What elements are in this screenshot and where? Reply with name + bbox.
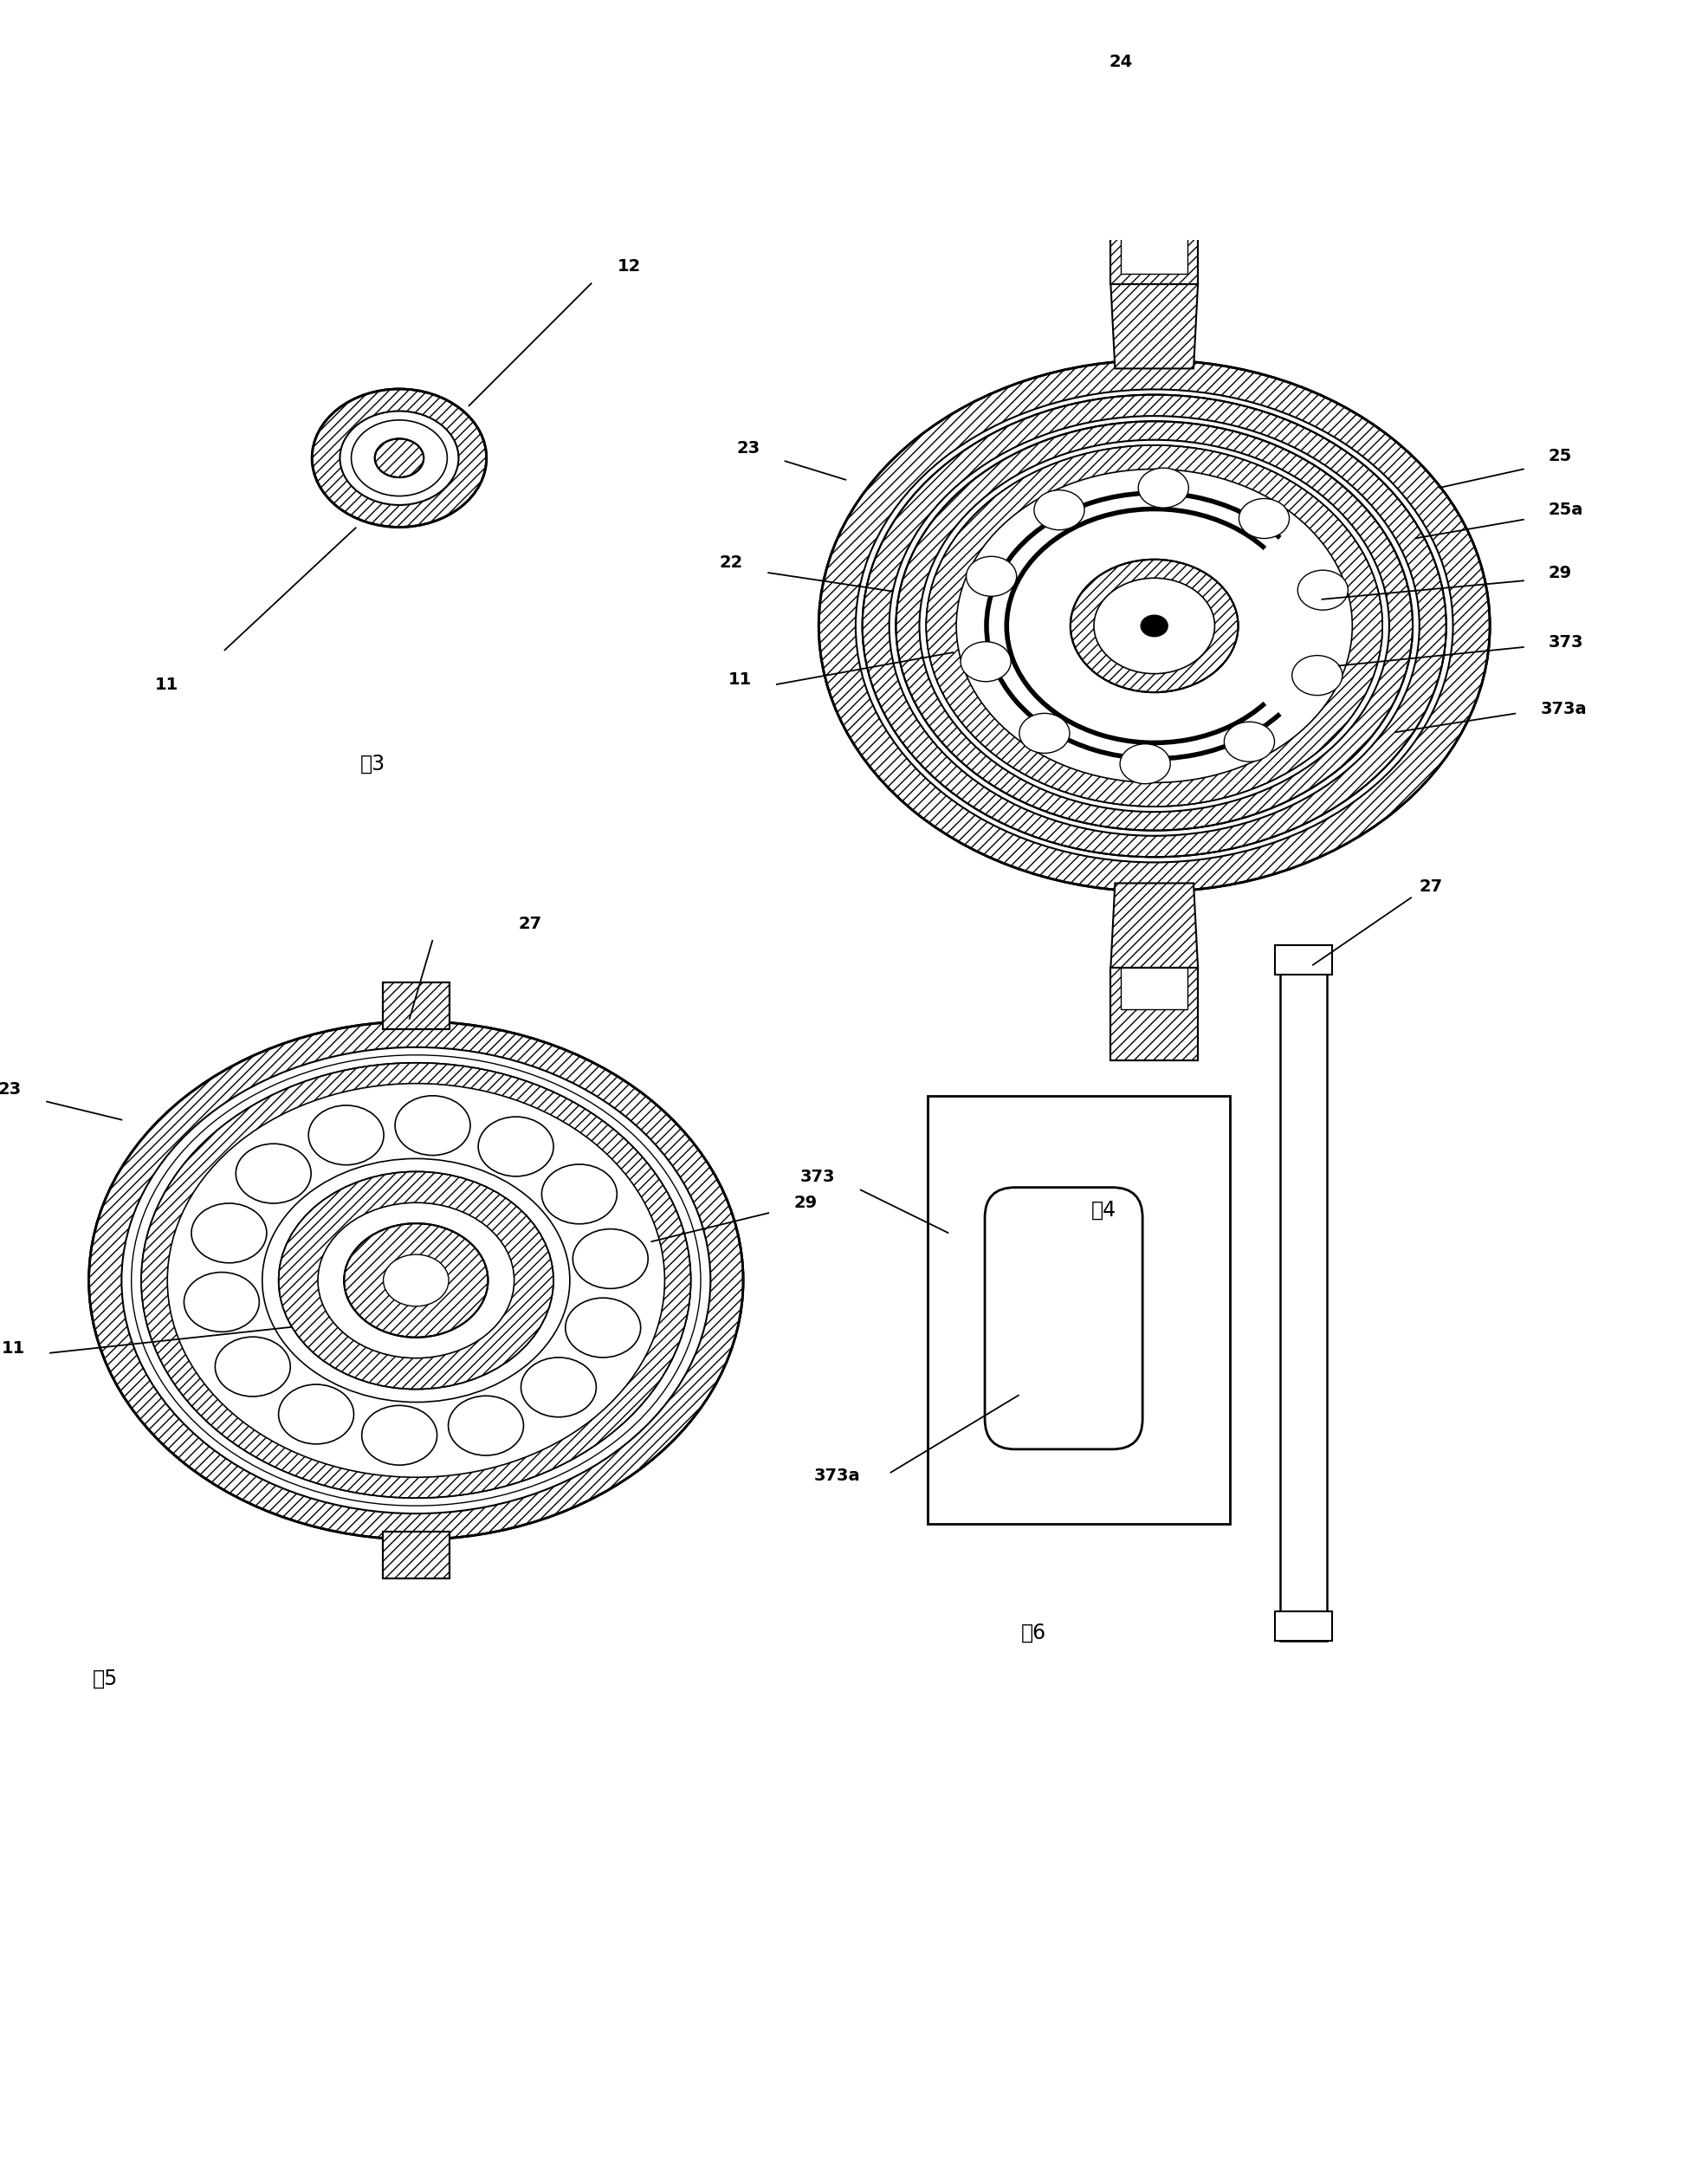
Ellipse shape: [362, 1405, 437, 1465]
Ellipse shape: [142, 1062, 690, 1498]
Text: 23: 23: [736, 440, 760, 457]
Ellipse shape: [1225, 721, 1274, 762]
Ellipse shape: [960, 641, 1011, 682]
Ellipse shape: [572, 1228, 647, 1288]
Ellipse shape: [956, 468, 1353, 783]
Bar: [383, 982, 449, 1029]
Text: 373a: 373a: [1541, 701, 1587, 716]
Ellipse shape: [1071, 559, 1238, 693]
Ellipse shape: [447, 1396, 524, 1454]
Ellipse shape: [313, 388, 487, 527]
Bar: [1110, 969, 1197, 1060]
Text: 11: 11: [728, 671, 752, 688]
Ellipse shape: [278, 1172, 553, 1390]
Bar: [927, 1096, 1230, 1524]
Polygon shape: [1110, 285, 1197, 369]
Ellipse shape: [897, 421, 1413, 831]
Bar: [1276, 1612, 1332, 1642]
Polygon shape: [1110, 883, 1197, 969]
Ellipse shape: [309, 1105, 384, 1165]
Ellipse shape: [1138, 468, 1189, 507]
FancyBboxPatch shape: [986, 1187, 1143, 1450]
Text: 11: 11: [155, 678, 179, 693]
Ellipse shape: [1298, 570, 1348, 611]
Ellipse shape: [395, 1096, 470, 1155]
Ellipse shape: [541, 1165, 617, 1224]
Text: 373a: 373a: [815, 1467, 861, 1485]
Ellipse shape: [1291, 656, 1342, 695]
Ellipse shape: [565, 1297, 640, 1357]
Bar: [1110, 192, 1197, 285]
Ellipse shape: [236, 1144, 311, 1204]
Ellipse shape: [967, 557, 1016, 596]
Text: 图4: 图4: [1091, 1200, 1117, 1221]
Ellipse shape: [818, 360, 1489, 891]
Text: 图3: 图3: [360, 753, 386, 775]
Ellipse shape: [167, 1083, 664, 1478]
Text: 25: 25: [1549, 449, 1571, 464]
Ellipse shape: [121, 1047, 711, 1513]
Ellipse shape: [1141, 615, 1168, 637]
Ellipse shape: [184, 1273, 260, 1331]
Ellipse shape: [174, 1088, 658, 1472]
Ellipse shape: [263, 1159, 570, 1403]
Ellipse shape: [1120, 745, 1170, 783]
Ellipse shape: [1093, 578, 1214, 673]
Ellipse shape: [343, 1224, 488, 1338]
Ellipse shape: [1238, 498, 1290, 537]
Ellipse shape: [89, 1021, 743, 1539]
Text: 12: 12: [617, 257, 640, 274]
Bar: [1120, 969, 1187, 1010]
Ellipse shape: [856, 388, 1454, 863]
Text: 23: 23: [0, 1081, 22, 1096]
Ellipse shape: [521, 1357, 596, 1418]
Text: 29: 29: [1549, 565, 1571, 581]
Text: 图5: 图5: [92, 1668, 118, 1690]
Text: 25a: 25a: [1549, 501, 1583, 518]
Text: 373: 373: [1549, 634, 1583, 650]
Ellipse shape: [863, 395, 1447, 857]
Ellipse shape: [340, 410, 458, 505]
Bar: [1110, 192, 1197, 285]
Text: 24: 24: [1108, 54, 1132, 69]
Ellipse shape: [1020, 714, 1069, 753]
Ellipse shape: [383, 1254, 449, 1306]
Ellipse shape: [1033, 490, 1085, 531]
Ellipse shape: [919, 440, 1389, 811]
Ellipse shape: [478, 1116, 553, 1176]
Text: 图6: 图6: [1021, 1623, 1045, 1642]
Ellipse shape: [318, 1202, 514, 1357]
Bar: [1120, 233, 1187, 274]
Bar: [383, 1532, 449, 1580]
Bar: [1110, 969, 1197, 1060]
Ellipse shape: [890, 416, 1419, 835]
Ellipse shape: [926, 445, 1382, 807]
Text: 11: 11: [2, 1340, 26, 1357]
Ellipse shape: [278, 1385, 354, 1444]
Ellipse shape: [215, 1336, 290, 1396]
Ellipse shape: [191, 1204, 266, 1262]
Ellipse shape: [374, 438, 424, 477]
Text: 22: 22: [719, 555, 743, 572]
Bar: [383, 982, 449, 1029]
Ellipse shape: [132, 1055, 700, 1506]
Text: 27: 27: [519, 915, 541, 932]
Text: 29: 29: [794, 1196, 816, 1211]
Text: 27: 27: [1419, 878, 1443, 896]
Text: 373: 373: [801, 1167, 835, 1185]
Bar: [1276, 945, 1332, 975]
Bar: [1279, 945, 1327, 1642]
Bar: [383, 1532, 449, 1580]
